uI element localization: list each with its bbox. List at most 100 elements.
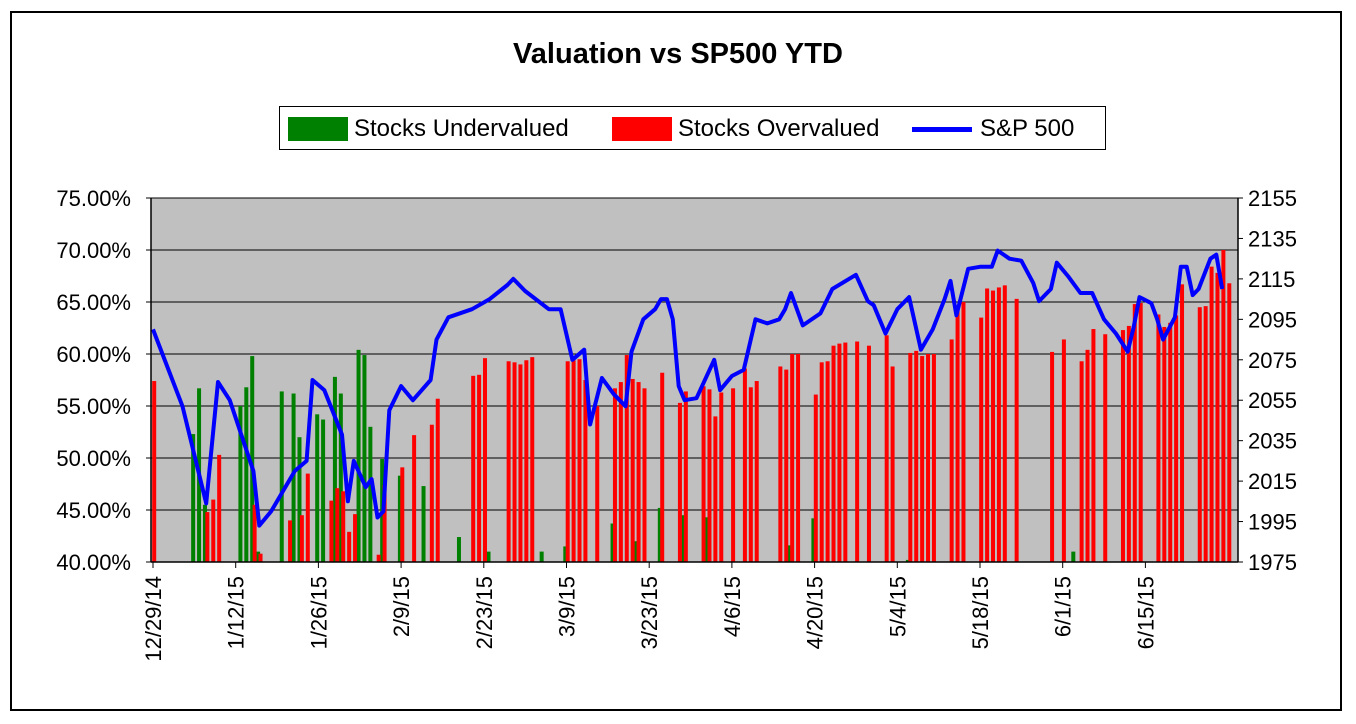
bar-overvalued [926, 354, 931, 562]
bar-overvalued [1061, 339, 1066, 562]
x-tick-label: 6/1/15 [1051, 576, 1076, 637]
bar-overvalued [612, 388, 617, 562]
bar-overvalued [707, 389, 712, 562]
y-left-tick-label: 55.00% [56, 394, 131, 419]
legend-label-overvalued: Stocks Overvalued [678, 115, 880, 142]
bar-overvalued [335, 488, 340, 562]
sp500-line [151, 248, 1225, 528]
bar-overvalued [618, 382, 623, 562]
bar-overvalued [435, 398, 440, 562]
y-left-tick-label: 65.00% [56, 290, 131, 315]
bar-overvalued [784, 369, 789, 562]
bar-undervalued [356, 349, 361, 562]
bar-overvalued [583, 380, 588, 562]
bar-overvalued [931, 354, 936, 562]
bar-overvalued [624, 355, 629, 562]
bar-overvalued [341, 491, 346, 562]
bar-undervalued [397, 475, 402, 562]
bar-overvalued [683, 391, 688, 562]
bar-undervalued [238, 406, 243, 562]
bar-overvalued [347, 531, 352, 562]
bar-overvalued [1203, 306, 1208, 562]
x-tick-label: 6/15/15 [1133, 576, 1158, 649]
bar-overvalued [376, 554, 381, 562]
x-tick-label: 5/4/15 [885, 576, 910, 637]
bar-undervalued [456, 537, 461, 562]
bar-overvalued [518, 364, 523, 562]
bar-overvalued [412, 435, 417, 562]
bar-undervalued [681, 515, 686, 562]
bar-overvalued [979, 317, 984, 562]
bar-overvalued [843, 342, 848, 562]
bar-overvalued [400, 467, 405, 562]
bar-undervalued [368, 426, 373, 562]
bar-overvalued [731, 388, 736, 562]
legend: Stocks Undervalued Stocks Overvalued S&P… [279, 106, 1106, 150]
bar-undervalued [244, 387, 249, 562]
bar-overvalued [205, 512, 210, 562]
y-left-tick-label: 75.00% [56, 186, 131, 211]
bar-overvalued [701, 386, 706, 562]
bar-overvalued [955, 306, 960, 562]
bar-undervalued [905, 559, 910, 562]
bar-overvalued [288, 520, 293, 562]
y-left-tick-label: 45.00% [56, 498, 131, 523]
bar-undervalued [250, 356, 255, 562]
bar-overvalued [1162, 326, 1167, 562]
bar-undervalued [291, 393, 296, 562]
bar-undervalued [421, 486, 426, 562]
y-left-tick-label: 60.00% [56, 342, 131, 367]
x-tick-label: 12/29/14 [141, 576, 166, 662]
bar-overvalued [305, 473, 310, 562]
bar-overvalued [961, 302, 966, 562]
bar-undervalued [362, 355, 367, 562]
bar-overvalued [1156, 314, 1161, 562]
bar-undervalued [202, 504, 207, 562]
y-right-tick-label: 2075 [1248, 348, 1297, 373]
bar-undervalued [338, 393, 343, 562]
bar-overvalued [1103, 334, 1108, 562]
bar-overvalued [1221, 250, 1226, 562]
bar-overvalued [778, 366, 783, 562]
bar-overvalued [719, 392, 724, 562]
bar-overvalued [565, 361, 570, 562]
bar-overvalued [819, 362, 824, 562]
legend-swatch-undervalued [288, 117, 348, 141]
bar-undervalued [297, 437, 302, 562]
bar-overvalued [252, 504, 257, 562]
bar-undervalued [486, 551, 491, 562]
bar-overvalued [1002, 285, 1007, 562]
legend-label-undervalued: Stocks Undervalued [354, 115, 569, 142]
legend-item-undervalued: Stocks Undervalued [288, 113, 569, 145]
y-right-tick-label: 1975 [1248, 550, 1297, 575]
bar-overvalued [482, 358, 487, 562]
bar-overvalued [754, 381, 759, 562]
bar-overvalued [1197, 307, 1202, 562]
bar-overvalued [748, 387, 753, 562]
y-left-tick-label: 50.00% [56, 446, 131, 471]
bar-undervalued [191, 434, 196, 562]
bar-overvalued [920, 356, 925, 562]
bar-overvalued [577, 359, 582, 562]
bar-undervalued [315, 414, 320, 562]
bar-overvalued [1085, 349, 1090, 562]
y-right-tick-label: 2135 [1248, 226, 1297, 251]
bar-overvalued [1215, 272, 1220, 562]
bar-overvalued [991, 290, 996, 562]
y-right-tick-label: 1995 [1248, 510, 1297, 535]
bar-undervalued [1071, 551, 1076, 562]
bar-overvalued [299, 515, 304, 562]
bar-overvalued [1132, 304, 1137, 562]
bar-overvalued [996, 287, 1001, 562]
bar-undervalued [563, 546, 568, 562]
y-right-tick-label: 2055 [1248, 388, 1297, 413]
x-tick-label: 3/9/15 [554, 576, 579, 637]
bar-overvalued [866, 345, 871, 562]
y-right-tick-label: 2155 [1248, 186, 1297, 211]
bar-overvalued [796, 354, 801, 562]
bar-undervalued [539, 551, 544, 562]
x-tick-label: 2/23/15 [472, 576, 497, 649]
bar-overvalued [471, 375, 476, 562]
bar-overvalued [1014, 298, 1019, 562]
bar-undervalued [610, 523, 615, 562]
